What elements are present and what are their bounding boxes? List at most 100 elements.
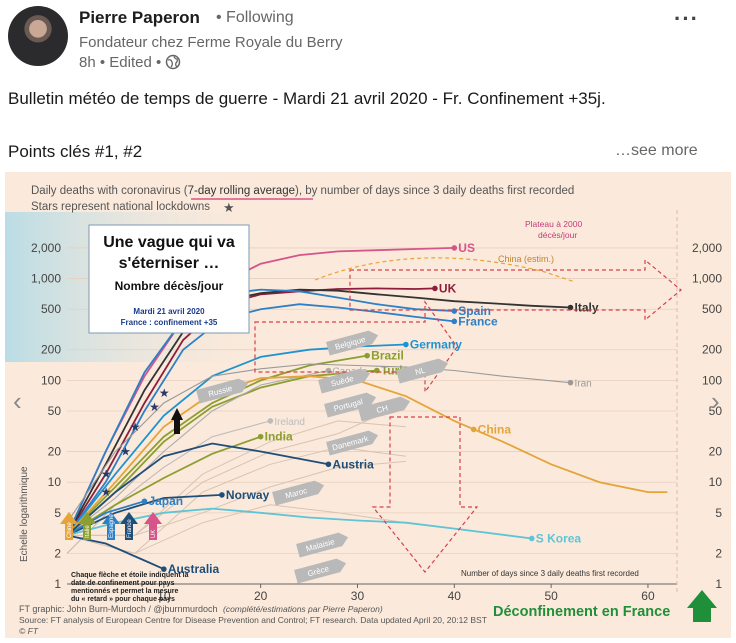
footer-source: Source: FT analysis of European Centre f…	[19, 615, 487, 625]
green-up-arrow-icon	[687, 590, 717, 622]
y-tick-label-right: 50	[709, 404, 723, 418]
series-label-italy: Italy	[574, 300, 598, 314]
arrow-label: Portugal	[324, 392, 377, 418]
arrow-label: Grèce	[294, 558, 347, 584]
flag-arrow-label: France	[127, 519, 133, 538]
y-tick-label-right: 100	[702, 373, 722, 387]
y-tick-label-right: 1,000	[692, 272, 722, 286]
black-up-arrow-icon	[171, 408, 183, 434]
author-avatar[interactable]	[8, 6, 68, 66]
flag-arrow-shape	[60, 512, 78, 540]
series-end-point-s-korea	[528, 535, 535, 542]
annotation-line3: Nombre décès/jour	[115, 279, 224, 293]
series-line-china	[66, 375, 668, 537]
flag-arrow-uk: UK	[144, 512, 162, 540]
series-label-france: France	[458, 314, 498, 328]
flag-arrow-france: France	[120, 512, 138, 540]
series-label-india: India	[265, 430, 293, 444]
series-line-italy	[66, 288, 571, 536]
lockdown-star-icon: ★	[130, 420, 141, 434]
arrow-label: Malaisie	[296, 532, 349, 558]
carousel-prev-icon[interactable]: ‹	[13, 386, 22, 416]
arrow-shape	[296, 532, 349, 558]
author-name[interactable]: Pierre Paperon	[79, 8, 200, 27]
y-tick-label: 2	[54, 546, 61, 560]
y-tick-label: 500	[41, 302, 61, 316]
y-tick-label-right: 2,000	[692, 241, 722, 255]
arrow-label: Russie	[196, 378, 249, 404]
post-meta: 8h • Edited •	[79, 54, 181, 71]
flag-arrow-italie: Italie	[78, 512, 96, 540]
series-end-point-japan	[141, 498, 148, 505]
series-end-point-india	[257, 433, 264, 440]
lockdown-star-icon: ★	[149, 400, 160, 414]
series-line-iran	[66, 363, 571, 524]
y-tick-label: 5	[54, 506, 61, 520]
lockdown-star-icon: ★	[101, 467, 112, 481]
background-series-line	[67, 460, 406, 536]
chart-subtitle: Stars represent national lockdowns	[31, 201, 210, 213]
arrow-shape	[358, 396, 411, 422]
arrow-label-text: NL	[414, 365, 427, 376]
bottom-note-line2: date de confinement pour pays	[71, 580, 175, 587]
decline-arrow	[371, 416, 479, 573]
flag-arrow-shape	[144, 512, 162, 540]
arrow-label-text: CH	[375, 403, 389, 415]
series-end-point-italy	[567, 304, 574, 311]
arrow-label: NL	[396, 358, 449, 384]
x-axis: 10 20 30 40 50 60	[67, 583, 677, 603]
bottom-note-line3: mentionnés et permet la mesure	[71, 588, 178, 595]
arrow-shape	[272, 480, 325, 506]
flag-arrow-shape	[102, 512, 120, 540]
follow-status: • Following	[216, 9, 294, 26]
flag-arrow-label: Chine	[67, 522, 73, 538]
flag-arrow-espagne: Espagne	[102, 512, 120, 540]
series-label-china: China	[478, 422, 512, 436]
y-axis-right: 2,000 1,000 500 200 100 50 20 10 5 2 1	[692, 241, 722, 591]
more-options-icon[interactable]: ···	[674, 6, 699, 31]
lockdown-star-icon: ★	[120, 445, 131, 459]
y-tick-label: 100	[41, 373, 61, 387]
series-end-point-china	[470, 426, 477, 433]
bottom-note-line1: Chaque flèche et étoile indiquent la	[71, 572, 189, 579]
series-label-uk: UK	[439, 281, 457, 295]
y-tick-label: 50	[48, 404, 62, 418]
series-line-india	[66, 435, 261, 537]
flag-arrow-chine: Chine	[60, 512, 78, 540]
y-tick-label: 2,000	[31, 241, 61, 255]
series-line-japan	[66, 500, 145, 537]
chart-svg: Daily deaths with coronavirus (7-day rol…	[5, 172, 731, 638]
flag-arrow-shape	[78, 512, 96, 540]
y-tick-label-right: 500	[702, 302, 722, 316]
annotation-line5: France : confinement +35	[121, 318, 218, 327]
arrow-shape	[326, 430, 379, 456]
series-line-austria	[66, 442, 329, 537]
series-line-canada	[66, 369, 329, 536]
flag-arrow-shape	[120, 512, 138, 540]
y-tick-label: 1,000	[31, 272, 61, 286]
chart-image[interactable]: Daily deaths with coronavirus (7-day rol…	[5, 172, 731, 638]
y-tick-label-right: 5	[715, 506, 722, 520]
arrow-label: Maroc	[272, 480, 325, 506]
series-end-point-spain	[451, 308, 458, 314]
us-note-line2: décès/jour	[538, 230, 577, 240]
footer-credit-note: (complété/estimations par Pierre Paperon…	[223, 604, 383, 614]
x-tick-label: 50	[544, 589, 558, 603]
arrow-shape	[396, 358, 449, 384]
series-label-spain: Spain	[458, 304, 491, 318]
series-end-point-australia	[161, 566, 167, 572]
x-tick-label: 10	[157, 589, 171, 603]
series-line-us	[66, 247, 455, 536]
series-end-point-brazil	[364, 352, 370, 359]
bottom-note-line4: du « retard » pour chaque pays	[71, 596, 175, 603]
annotation-box	[88, 224, 250, 334]
series-line-s-korea	[66, 507, 532, 540]
carousel-next-icon[interactable]: ›	[711, 386, 720, 416]
wave-arrow	[254, 300, 458, 394]
see-more-link[interactable]: …see more	[615, 142, 698, 159]
post-text-line2: Points clés #1, #2	[8, 142, 143, 161]
series-label-norway: Norway	[226, 488, 270, 502]
y-axis-title: Echelle logarithmique	[19, 466, 30, 562]
lockdown-flags: Chine Italie Espagne France UK	[60, 512, 162, 540]
